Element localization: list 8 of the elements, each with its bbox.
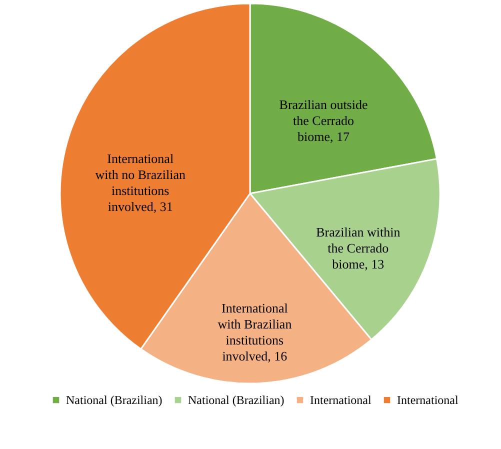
data-label: Brazilian within the Cerrado biome, 13 bbox=[316, 224, 401, 272]
legend-label: International bbox=[397, 393, 459, 408]
legend-label: National (Brazilian) bbox=[188, 393, 284, 408]
legend-label: International bbox=[310, 393, 372, 408]
legend-label: National (Brazilian) bbox=[66, 393, 162, 408]
data-label: International with no Brazilian institutions involved, 31 bbox=[95, 150, 186, 214]
data-label: International with Brazilian institutions involved, 16 bbox=[218, 300, 292, 364]
data-label: Brazilian outside the Cerrado biome, 17 bbox=[279, 97, 368, 144]
